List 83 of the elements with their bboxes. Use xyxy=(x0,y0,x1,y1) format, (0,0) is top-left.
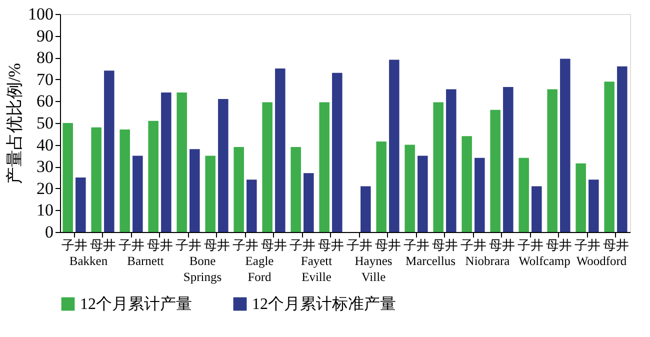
x-tick-label: 母井 xyxy=(488,238,515,252)
x-tick-label: 子井 xyxy=(517,238,544,252)
x-tick-label: 子井 xyxy=(232,238,258,252)
y-tick-label: 10 xyxy=(36,200,54,220)
text: Fayett Eville xyxy=(300,254,333,284)
bar xyxy=(560,58,570,232)
y-tick-label: 30 xyxy=(36,157,54,176)
bar xyxy=(319,102,330,232)
bar xyxy=(503,87,514,232)
y-axis-title: 产量占优比例/% xyxy=(5,63,24,184)
bar xyxy=(120,130,130,232)
y-tick-label: 60 xyxy=(36,92,54,111)
x-tick-label: 母井 xyxy=(260,238,287,252)
bar xyxy=(205,156,216,232)
bar xyxy=(588,180,599,232)
x-tick-label: 母井 xyxy=(90,238,116,252)
x-tick-label: 子井 xyxy=(175,238,202,252)
bar xyxy=(576,163,586,232)
x-tick-label: 子井 xyxy=(289,238,316,252)
text: Haynes Ville xyxy=(354,254,392,284)
bar xyxy=(490,110,500,232)
bar xyxy=(433,102,444,232)
y-tick-label: 20 xyxy=(36,178,54,198)
text: Bakken xyxy=(69,254,108,268)
bar xyxy=(176,92,187,232)
bar xyxy=(547,89,558,232)
y-tick-label: 90 xyxy=(36,26,54,46)
bar xyxy=(518,158,529,232)
bar xyxy=(91,127,102,232)
bar xyxy=(62,123,73,232)
legend-label: 12个月累计标准产量 xyxy=(252,295,396,313)
text: Marcellus xyxy=(406,254,456,268)
bar xyxy=(275,68,286,232)
bar xyxy=(404,144,415,232)
y-tick-label: 70 xyxy=(36,70,54,89)
x-tick-label: 子井 xyxy=(61,238,88,252)
bar xyxy=(234,146,244,232)
y-tick-label: 40 xyxy=(36,135,54,154)
x-tick-label: 子井 xyxy=(403,238,430,252)
legend-label: 12个月累计产量 xyxy=(80,295,192,313)
bar xyxy=(418,156,428,232)
x-tick-label: 子井 xyxy=(346,238,372,252)
bar xyxy=(617,66,628,232)
bar xyxy=(532,186,542,232)
y-tick-label: 80 xyxy=(36,48,54,68)
y-tick-label: 0 xyxy=(45,222,54,242)
bar xyxy=(190,149,200,232)
bar xyxy=(462,136,472,232)
bar xyxy=(148,120,158,232)
y-tick-label: 100 xyxy=(28,4,54,24)
x-tick-label: 子井 xyxy=(118,238,144,252)
bar xyxy=(76,178,86,232)
x-tick-label: 母井 xyxy=(204,238,230,252)
bar xyxy=(474,158,485,232)
text: Niobrara xyxy=(465,254,510,268)
bar xyxy=(290,146,301,232)
x-tick-label: 母井 xyxy=(602,238,629,252)
text: Wolfcamp xyxy=(518,254,570,268)
y-tick-label: 50 xyxy=(36,114,54,132)
x-tick-label: 母井 xyxy=(318,238,344,252)
bar xyxy=(262,102,272,232)
bar xyxy=(304,173,314,232)
x-tick-label: 子井 xyxy=(574,238,600,252)
bar xyxy=(132,156,143,232)
x-tick-label: 母井 xyxy=(374,238,401,252)
bar xyxy=(604,82,614,232)
x-tick-label: 母井 xyxy=(546,238,572,252)
text: Barnett xyxy=(127,254,164,268)
bar xyxy=(332,72,342,232)
bar xyxy=(161,92,172,232)
bar xyxy=(218,99,228,232)
text: Eagle Ford xyxy=(245,254,274,284)
bar xyxy=(104,70,114,232)
x-tick-label: 子井 xyxy=(460,238,486,252)
text: Woodford xyxy=(576,254,628,268)
bar xyxy=(446,89,456,232)
bar xyxy=(376,142,386,232)
bar xyxy=(389,60,400,232)
x-tick-label: 母井 xyxy=(432,238,458,252)
text: Bone Springs xyxy=(183,254,222,284)
bar xyxy=(246,180,257,232)
bar xyxy=(360,186,371,232)
x-tick-label: 母井 xyxy=(146,238,173,252)
